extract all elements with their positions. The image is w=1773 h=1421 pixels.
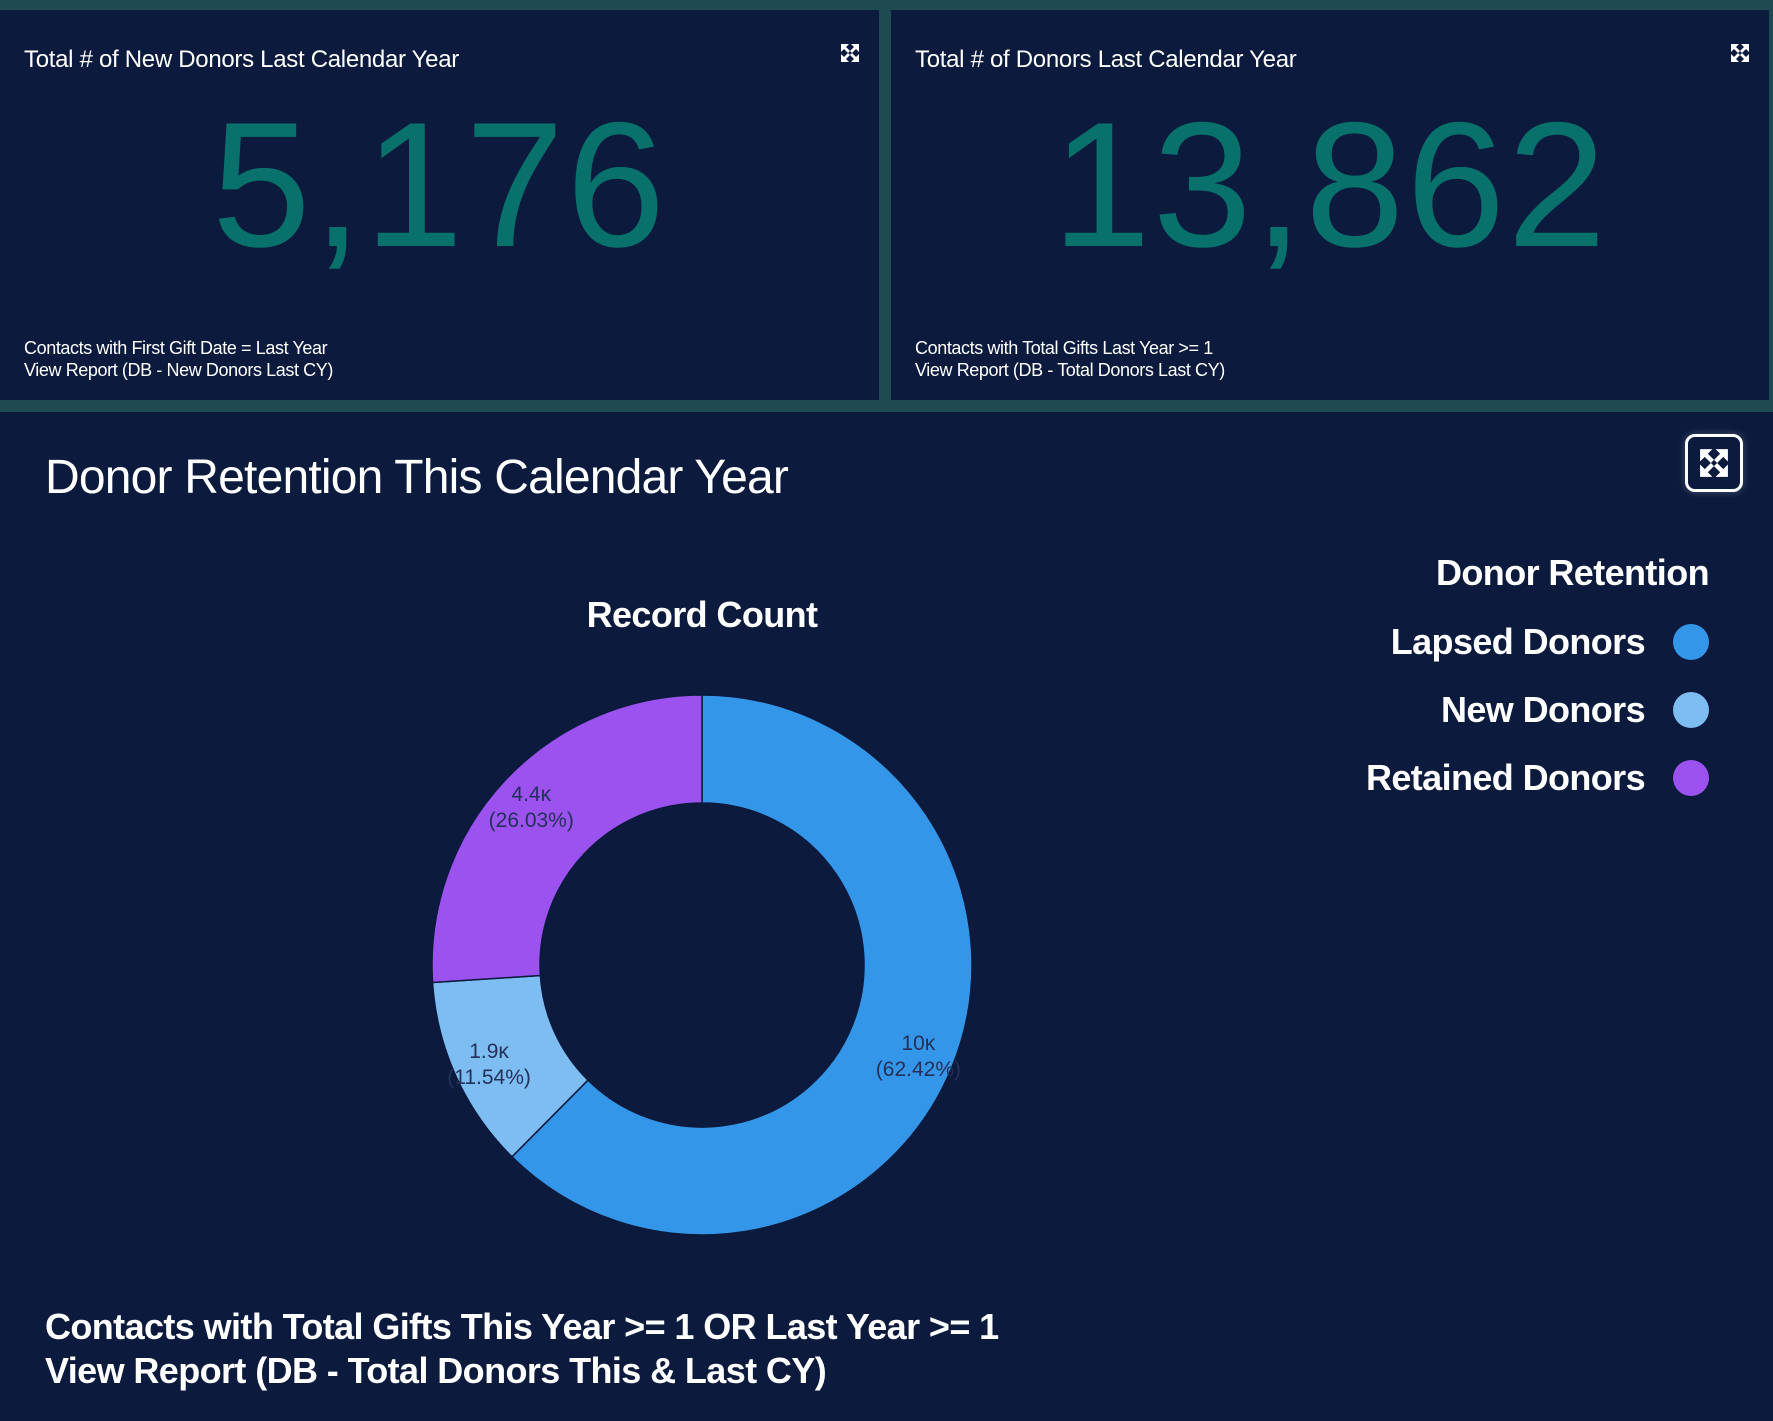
panel-title: Donor Retention This Calendar Year — [45, 451, 789, 504]
slice-percent-label: (11.54%) — [447, 1066, 531, 1089]
total-donors-card: Total # of Donors Last Calendar Year 13,… — [891, 10, 1769, 400]
card-footer-filter: Contacts with Total Gifts Last Year >= 1 — [915, 338, 1213, 358]
new-donors-card: Total # of New Donors Last Calendar Year… — [0, 10, 879, 400]
metric-value: 13,862 — [1051, 85, 1609, 284]
card-footer-filter: Contacts with First Gift Date = Last Yea… — [24, 338, 328, 358]
expand-icon — [1700, 449, 1728, 477]
legend-item-lapsed[interactable]: Lapsed Donors — [1366, 621, 1709, 662]
legend-dot — [1673, 692, 1709, 728]
panel-footer: Contacts with Total Gifts This Year >= 1… — [45, 1305, 999, 1393]
card-title: Total # of Donors Last Calendar Year — [915, 46, 1297, 73]
slice-percent-label: (26.03%) — [489, 809, 574, 832]
expand-button[interactable] — [1685, 434, 1743, 492]
legend-dot — [1673, 624, 1709, 660]
metric-value: 5,176 — [211, 85, 668, 284]
expand-icon[interactable] — [839, 42, 861, 64]
slice-value-label: 4.4κ — [511, 783, 551, 806]
panel-footer-filter: Contacts with Total Gifts This Year >= 1… — [45, 1306, 999, 1347]
chart-legend: Donor Retention Lapsed Donors New Donors… — [1365, 552, 1710, 826]
view-report-link[interactable]: View Report (DB - New Donors Last CY) — [24, 360, 333, 380]
donor-retention-panel: Donor Retention This Calendar Year Recor… — [0, 412, 1773, 1421]
legend-label: Lapsed Donors — [1390, 621, 1646, 662]
donut-chart: 10κ (62.42%) 1.9κ (11.54%) 4.4κ (26.03%) — [431, 694, 973, 1236]
view-report-link[interactable]: View Report (DB - Total Donors Last CY) — [915, 360, 1225, 380]
slice-percent-label: (62.42%) — [876, 1058, 961, 1081]
card-title: Total # of New Donors Last Calendar Year — [24, 46, 459, 73]
slice-retained[interactable] — [431, 694, 703, 984]
slice-value-label: 1.9κ — [469, 1040, 509, 1063]
legend-item-new[interactable]: New Donors — [1366, 689, 1709, 730]
legend-dot — [1673, 760, 1709, 796]
legend-label: New Donors — [1440, 689, 1646, 730]
chart-title: Record Count — [586, 594, 818, 635]
slice-value-label: 10κ — [901, 1032, 935, 1055]
legend-title: Donor Retention — [1436, 552, 1710, 593]
slice-lapsed[interactable] — [510, 694, 973, 1236]
expand-icon[interactable] — [1729, 42, 1751, 64]
card-footer: Contacts with Total Gifts Last Year >= 1… — [915, 337, 1225, 381]
card-footer: Contacts with First Gift Date = Last Yea… — [24, 337, 333, 381]
view-report-link[interactable]: View Report (DB - Total Donors This & La… — [45, 1350, 827, 1391]
legend-item-retained[interactable]: Retained Donors — [1365, 757, 1709, 798]
legend-label: Retained Donors — [1365, 757, 1646, 798]
